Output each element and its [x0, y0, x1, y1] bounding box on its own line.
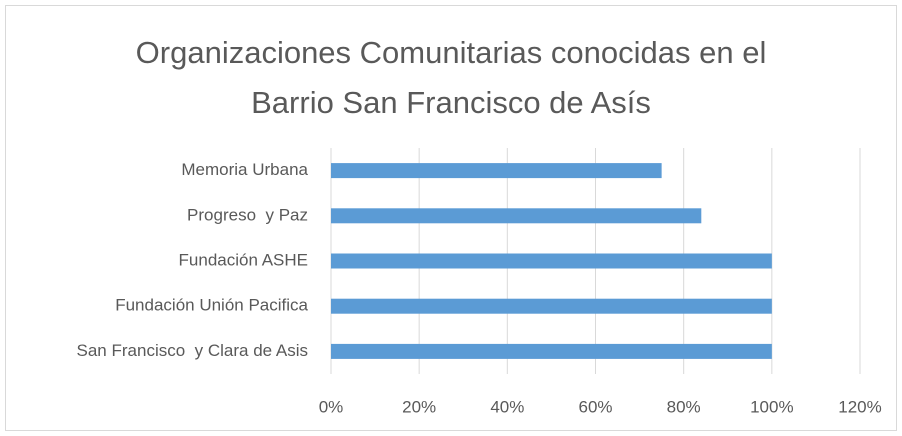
x-tick-label: 40% [490, 397, 524, 416]
chart-title: Organizaciones Comunitarias conocidas en… [135, 35, 767, 120]
bar [331, 208, 702, 224]
y-tick-label: Fundación ASHE [179, 250, 308, 269]
y-tick-label: Memoria Urbana [181, 160, 308, 179]
x-tick-label: 80% [667, 397, 701, 416]
bar [331, 163, 662, 179]
bar [331, 343, 772, 359]
y-tick-label: Fundación Unión Pacifica [115, 296, 308, 315]
bar [331, 298, 772, 314]
y-tick-label: San Francisco y Clara de Asis [77, 341, 308, 360]
x-tick-label: 60% [578, 397, 612, 416]
chart-border [5, 5, 897, 431]
y-tick-label: Progreso y Paz [187, 205, 308, 224]
x-tick-label: 0% [319, 397, 344, 416]
x-tick-label: 100% [750, 397, 793, 416]
bar [331, 253, 772, 269]
x-tick-label: 20% [402, 397, 436, 416]
x-tick-label: 120% [838, 397, 881, 416]
